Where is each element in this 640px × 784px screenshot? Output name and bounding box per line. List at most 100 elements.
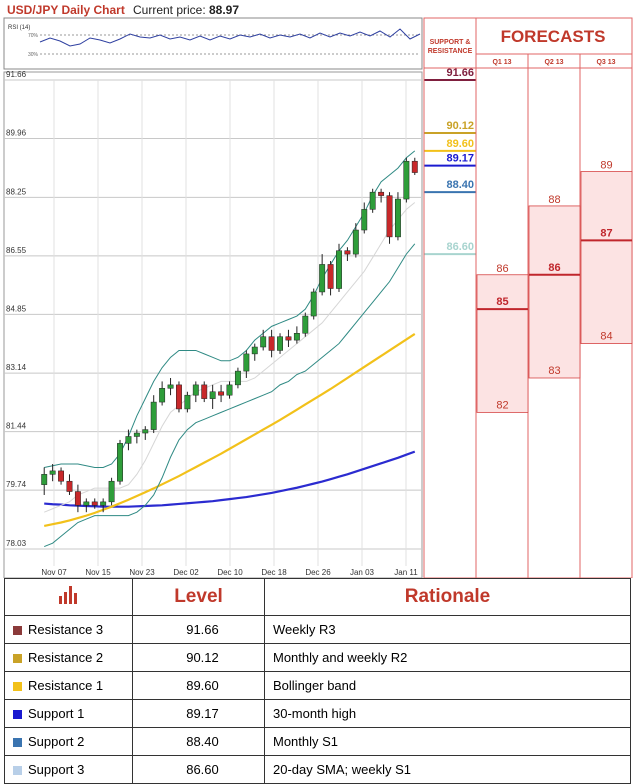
level-color-swatch — [13, 766, 22, 776]
level-name-cell: Resistance 1 — [4, 671, 133, 700]
level-color-swatch — [13, 710, 22, 720]
level-column-header: Level — [132, 578, 265, 616]
price-label: Current price: — [133, 3, 206, 17]
candle-body — [167, 384, 174, 389]
forecast-low-label: 82 — [496, 399, 508, 411]
x-tick-label: Jan 03 — [350, 568, 375, 577]
x-tick-label: Dec 02 — [173, 568, 199, 577]
candle-body — [201, 384, 208, 399]
level-name-cell: Resistance 3 — [4, 615, 133, 644]
chart-canvas: USD/JPY Daily Chart Current price: 88.97… — [3, 3, 633, 578]
candle-body — [277, 336, 283, 351]
rationale-cell: Monthly S1 — [264, 727, 631, 756]
y-tick-label: 89.96 — [6, 128, 27, 137]
table-row: Resistance 1 89.60 Bollinger band — [4, 671, 631, 700]
rsi-level-30: 30% — [28, 52, 39, 58]
y-tick-label: 84.85 — [6, 304, 27, 313]
forecast-low-label: 83 — [548, 365, 560, 377]
candle-body — [243, 353, 250, 372]
table-row: Resistance 2 90.12 Monthly and weekly R2 — [4, 643, 631, 672]
forecast-high-label: 89 — [600, 160, 612, 172]
table-row: Resistance 3 91.66 Weekly R3 — [4, 615, 631, 644]
level-name: Resistance 1 — [28, 678, 104, 693]
level-value-cell: 88.40 — [132, 727, 265, 756]
indicator-line-4 — [44, 243, 416, 548]
level-value-cell: 89.17 — [132, 699, 265, 728]
x-tick-label: Dec 10 — [217, 568, 243, 577]
level-name: Support 1 — [28, 706, 85, 721]
rationale-cell: Bollinger band — [264, 671, 631, 700]
sr-header-line2: RESISTANCE — [428, 48, 473, 55]
sr-level-label: 91.66 — [446, 67, 474, 79]
x-tick-label: Dec 26 — [305, 568, 331, 577]
candle-body — [394, 198, 401, 238]
quarter-label: Q3 13 — [596, 59, 615, 66]
level-name: Resistance 3 — [28, 622, 104, 637]
candle-body — [386, 195, 393, 238]
candle-body — [83, 501, 90, 506]
x-tick-label: Nov 23 — [129, 568, 155, 577]
table-row: Support 1 89.17 30-month high — [4, 699, 631, 728]
forecast-mid-label: 86 — [548, 262, 560, 274]
candle-body — [336, 250, 342, 289]
candle-body — [184, 394, 191, 410]
forecast-range-bar — [528, 205, 581, 379]
candle-body — [344, 250, 351, 255]
candle-body — [176, 384, 182, 410]
forecasts-title: FORECASTS — [501, 27, 606, 46]
forecast-high-label: 86 — [496, 263, 508, 275]
candle-body — [108, 480, 115, 503]
level-name: Resistance 2 — [28, 650, 104, 665]
candle-body — [142, 429, 149, 434]
candle-body — [369, 191, 376, 210]
forecast-high-label: 88 — [548, 194, 560, 206]
y-tick-label: 91.66 — [6, 70, 27, 79]
candle-body — [91, 501, 98, 506]
quarter-label: Q1 13 — [492, 59, 511, 66]
candle-body — [411, 160, 418, 173]
table-row: Support 2 88.40 Monthly S1 — [4, 727, 631, 756]
sr-level-label: 86.60 — [446, 241, 474, 253]
level-value-cell: 89.60 — [132, 671, 265, 700]
sr-level-label: 89.17 — [446, 153, 474, 165]
level-name: Support 2 — [28, 734, 85, 749]
y-tick-label: 88.25 — [6, 187, 27, 196]
x-tick-label: Dec 18 — [261, 568, 287, 577]
level-color-swatch — [13, 626, 22, 636]
indicator-line-1 — [44, 450, 416, 508]
sr-header-line1: SUPPORT & — [430, 39, 471, 46]
rsi-label: RSI (14) — [8, 25, 30, 31]
bar-chart-icon — [4, 578, 133, 616]
rationale-cell: 20-day SMA; weekly S1 — [264, 755, 631, 784]
candle-body — [133, 432, 140, 437]
level-color-swatch — [13, 654, 22, 664]
rsi-line — [39, 28, 421, 47]
indicator-line-2 — [43, 333, 416, 528]
candle-body — [234, 370, 241, 386]
candle-body — [41, 474, 48, 485]
sr-level-label: 88.40 — [446, 179, 474, 191]
x-tick-label: Jan 11 — [394, 568, 418, 577]
candle-body — [209, 391, 216, 399]
level-value-cell: 91.66 — [132, 615, 265, 644]
y-tick-label: 79.74 — [6, 480, 27, 489]
candle-body — [100, 501, 107, 506]
rsi-panel — [3, 17, 423, 70]
candle-body — [260, 336, 267, 348]
candle-body — [226, 384, 233, 396]
candle-body — [352, 229, 359, 255]
rationale-column-header: Rationale — [264, 578, 631, 616]
candle-body — [74, 491, 81, 506]
candle-body — [125, 436, 132, 444]
candle-body — [327, 264, 334, 289]
candle-body — [403, 160, 410, 200]
candle-body — [192, 384, 199, 396]
candle-body — [302, 315, 309, 334]
candle-body — [285, 336, 292, 341]
x-tick-label: Nov 07 — [41, 568, 67, 577]
y-tick-label: 86.55 — [6, 246, 27, 255]
candle-body — [378, 191, 385, 196]
y-tick-label: 83.14 — [6, 363, 27, 372]
candle-body — [49, 470, 56, 475]
y-tick-label: 78.03 — [6, 539, 27, 548]
